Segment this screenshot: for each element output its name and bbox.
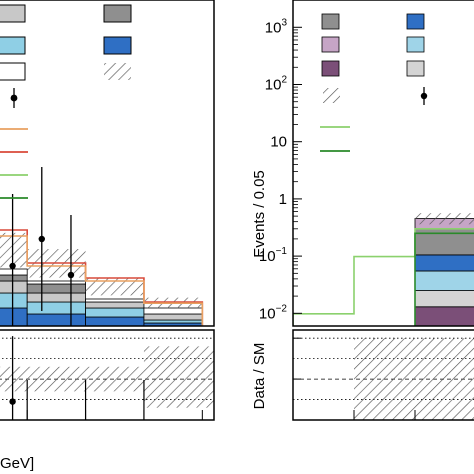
left-stack-bar-gg-3 — [143, 313, 203, 321]
right-x-axis-ticks — [292, 410, 416, 420]
left-ratio-plot — [0, 336, 214, 420]
left-sm-total-band-2 — [85, 277, 144, 296]
right-y-tick-label-2: 1 — [279, 191, 287, 208]
left-signal-line-sig_orange — [0, 235, 204, 326]
right-ratio-band-0 — [354, 338, 474, 420]
left-ratio-point-0 — [9, 398, 16, 405]
left-legend — [0, 4, 132, 108]
left-ratio-band-1 — [143, 346, 214, 408]
right-y-tick-label-0: 10−2 — [259, 303, 288, 322]
right-stack-bar-multi — [414, 290, 474, 308]
right-stack-bar-wg — [414, 270, 474, 291]
right-y-tick-exponent-4: 2 — [281, 74, 287, 85]
left-legend-swatch-2 — [0, 36, 26, 55]
left-stack-bar-wgg-2 — [85, 316, 145, 326]
right-legend-swatch-1 — [406, 13, 425, 30]
left-stack-bar-gg-1 — [26, 292, 86, 303]
right-main-frame — [292, 0, 474, 327]
right-legend — [321, 13, 428, 105]
right-signal-line-sig_dark_green — [414, 232, 474, 326]
left-main-frame — [0, 0, 215, 327]
right-signal-legend — [320, 126, 350, 152]
left-sm-total-band-0 — [0, 232, 28, 268]
right-legend-data-marker — [420, 92, 428, 100]
left-legend-swatch-3 — [103, 36, 132, 55]
right-y-tick-label-1: 10−1 — [259, 246, 288, 265]
right-y-axis-label: Events / 0.05 — [251, 170, 268, 258]
left-stack-bar-e_to_g-2 — [85, 307, 145, 318]
left-x-axis-label: GeV] — [0, 455, 34, 472]
left-legend-swatch-0 — [0, 4, 26, 23]
left-stack-bar-e_to_g-3 — [143, 319, 203, 324]
right-signal-line-sig_light_green — [293, 228, 474, 326]
left-stack-bar-zgg-3 — [143, 307, 203, 315]
left-stack-bar-jet_to_g-0 — [0, 274, 28, 282]
left-stack-bar-wgg-0 — [0, 307, 28, 326]
right-y-tick-base-1: 10 — [259, 248, 276, 265]
right-y-tick-exponent-5: 3 — [281, 17, 287, 28]
right-y-tick-label-5: 103 — [265, 17, 288, 36]
left-data-point-1 — [38, 235, 45, 243]
left-data-point-2 — [67, 271, 75, 279]
left-stack-bar-zgg-1 — [26, 280, 86, 285]
left-legend-swatch-4 — [0, 62, 26, 81]
left-legend-data-marker — [10, 94, 18, 102]
left-data-point-0 — [9, 262, 16, 270]
left-stack-bar-zgg-2 — [85, 298, 145, 303]
left-panel: GeV] — [0, 0, 215, 472]
left-ratio-frame — [0, 329, 215, 421]
left-legend-swatch-1 — [103, 4, 132, 23]
left-legend-swatch-5 — [104, 63, 131, 80]
right-y-tick-exponent-1: −1 — [276, 246, 288, 257]
right-legend-swatch-3 — [406, 36, 425, 53]
left-x-axis-ticks — [26, 410, 203, 420]
right-stack-bar-jet_to_g — [414, 228, 474, 256]
right-legend-swatch-2 — [321, 36, 340, 53]
left-stack-bar-e_to_g-0 — [0, 292, 28, 309]
left-stack-bar-jet_to_g-1 — [26, 283, 86, 294]
right-ratio-y-axis-ticks — [293, 337, 301, 380]
left-stack-bar-e_to_g-1 — [26, 301, 86, 315]
left-stack-bar-zgg-0 — [0, 268, 28, 276]
right-ratio-y-axis-label: Data / SM — [251, 343, 268, 410]
left-stack-bar-wgg-1 — [26, 313, 86, 326]
right-main-plot — [293, 213, 474, 326]
right-y-tick-label-3: 10 — [270, 134, 287, 151]
right-stack-bar-ttg — [414, 306, 474, 326]
right-legend-swatch-6 — [323, 88, 340, 103]
right-y-tick-exponent-0: −2 — [276, 303, 288, 314]
right-ratio-plot — [293, 337, 474, 420]
left-stack-bar-gg-0 — [0, 280, 28, 294]
right-legend-swatch-4 — [321, 60, 340, 77]
right-legend-swatch-5 — [406, 60, 425, 77]
right-stack-bar-wgg — [414, 254, 474, 272]
left-signal-legend — [0, 128, 28, 199]
left-ratio-band-0 — [0, 366, 144, 392]
left-stack-bar-gg-2 — [85, 301, 145, 309]
right-y-tick-base-4: 10 — [265, 76, 282, 93]
right-sm-total-band-0 — [415, 213, 474, 225]
left-main-plot — [0, 167, 204, 326]
right-ratio-frame — [292, 329, 474, 421]
right-y-tick-base-5: 10 — [265, 19, 282, 36]
right-y-tick-label-4: 102 — [265, 74, 288, 93]
right-y-tick-base-0: 10 — [259, 305, 276, 322]
right-legend-swatch-0 — [321, 13, 340, 30]
